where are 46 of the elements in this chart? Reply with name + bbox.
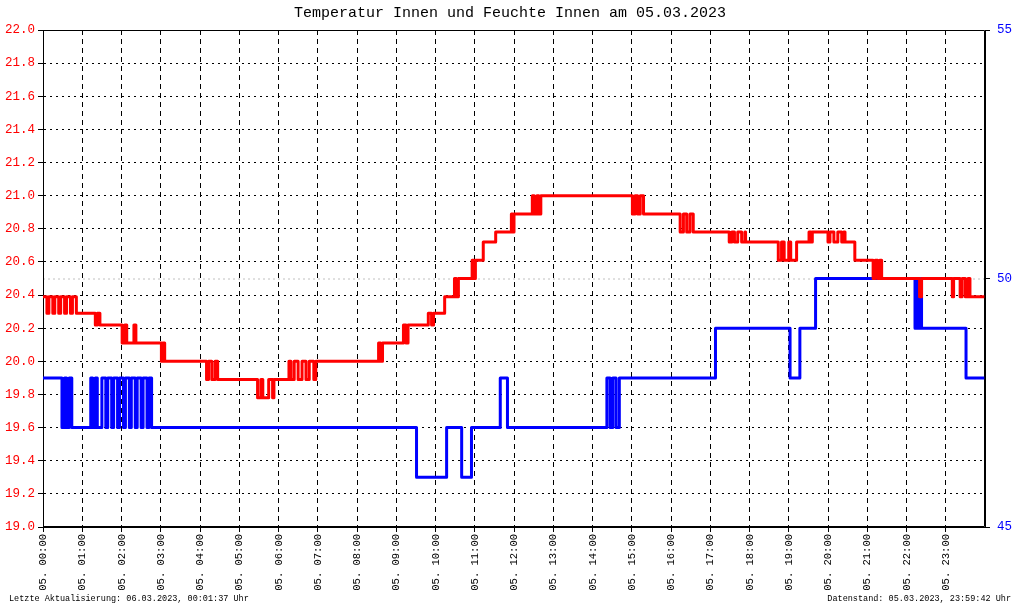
x-tick-label: 05. 11:00: [468, 534, 481, 591]
x-tick-label: 05. 15:00: [625, 534, 638, 591]
x-tick-label: 05. 10:00: [429, 534, 442, 591]
y-tick-label: 19.6: [4, 420, 35, 435]
y-tick-label: 19.4: [4, 454, 35, 469]
x-tick-label: 05. 07:00: [311, 534, 324, 591]
y-tick-label: 21.0: [4, 188, 35, 203]
x-tick-label: 05. 13:00: [547, 534, 560, 591]
text: Letzte Aktualisierung: 06.03.2023, 00:01:37 Uhr: [9, 594, 249, 605]
y-tick-label: 19.0: [4, 520, 35, 535]
x-tick-label: 05. 21:00: [861, 534, 874, 591]
x-tick-label: 05. 23:00: [939, 534, 952, 591]
y2-tick-label: 50: [997, 271, 1013, 286]
y-tick-label: 19.2: [4, 487, 35, 502]
x-tick-label: 05. 00:00: [37, 534, 49, 591]
x-tick-label: 05. 18:00: [743, 534, 756, 591]
x-tick-label: 05. 05:00: [233, 534, 246, 591]
y-tick-label: 20.0: [4, 354, 35, 369]
text: Datenstand: 05.03.2023, 23:59:42 Uhr: [827, 594, 1011, 605]
y-tick-label: 19.8: [4, 387, 35, 402]
y-tick-label: 20.4: [4, 288, 35, 303]
x-tick-label: 05. 04:00: [194, 534, 206, 591]
y-tick-label: 21.4: [4, 122, 35, 137]
x-tick-label: 05. 17:00: [704, 534, 717, 591]
x-tick-label: 05. 14:00: [586, 534, 599, 591]
y-tick-label: 21.6: [4, 89, 35, 104]
x-tick-label: 05. 12:00: [508, 534, 520, 591]
x-tick-label: 05. 16:00: [665, 534, 677, 591]
y-tick-label: 20.6: [4, 255, 35, 270]
y2-tick-label: 55: [997, 23, 1013, 38]
x-tick-label: 05. 22:00: [900, 534, 913, 591]
x-tick-label: 05. 03:00: [154, 534, 167, 591]
x-tick-label: 05. 08:00: [351, 534, 363, 591]
x-tick-label: 05. 20:00: [822, 534, 834, 591]
chart-title: Temperatur Innen und Feuchte Innen am 05.03.2023: [292, 5, 728, 23]
y-tick-label: 21.8: [4, 56, 35, 71]
y-tick-label: 20.8: [4, 222, 35, 237]
x-tick-label: 05. 09:00: [390, 534, 403, 591]
y-tick-label: 20.2: [4, 321, 35, 336]
x-tick-label: 05. 06:00: [272, 534, 285, 591]
y-tick-label: 22.0: [4, 23, 35, 38]
y-tick-label: 21.2: [4, 155, 35, 170]
x-tick-label: 05. 19:00: [782, 534, 795, 591]
x-tick-label: 05. 02:00: [115, 534, 128, 591]
y2-tick-label: 45: [997, 520, 1013, 535]
x-tick-label: 05. 01:00: [76, 534, 89, 591]
